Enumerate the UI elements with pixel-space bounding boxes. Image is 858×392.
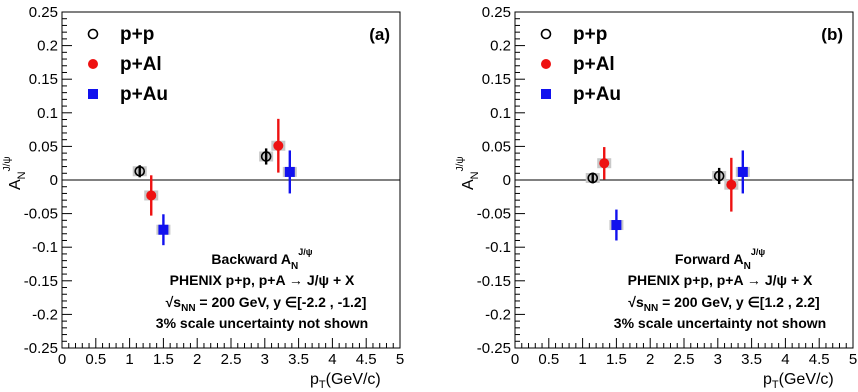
x-tick-label: 1.5 — [153, 351, 174, 368]
data-point-pau — [158, 224, 169, 235]
x-tick-label: 2.5 — [674, 351, 695, 368]
y-tick-label: -0.15 — [477, 273, 511, 290]
legend-label: p+Au — [120, 84, 168, 105]
x-tick-label: 4.5 — [356, 351, 377, 368]
y-tick-label: 0.05 — [29, 138, 58, 155]
x-tick-label: 3.5 — [288, 351, 309, 368]
x-tick-label: 3 — [261, 351, 269, 368]
x-tick-label: 4 — [328, 351, 336, 368]
x-tick-label: 1 — [125, 351, 133, 368]
x-tick-label: 0 — [511, 351, 519, 368]
x-tick-label: 1.5 — [606, 351, 627, 368]
annotation-note: 3% scale uncertainty not shown — [614, 315, 826, 331]
annotation-energy: √sNN = 200 GeV, y ∈[1.2 , 2.2] — [628, 294, 819, 314]
data-point-pal — [273, 140, 284, 151]
y-tick-label: -0.2 — [485, 306, 511, 323]
y-tick-label: 0.2 — [37, 38, 58, 55]
y-tick-label: 0.1 — [490, 105, 511, 122]
data-point-pp — [587, 172, 599, 184]
legend-marker-pp — [87, 28, 99, 40]
y-tick-label: 0.2 — [490, 38, 511, 55]
x-axis-title: pT(GeV/c) — [763, 371, 834, 391]
annotation-title: Backward ANJ/ψ — [211, 247, 312, 272]
y-tick-label: 0.25 — [29, 4, 58, 21]
y-tick-label: -0.05 — [477, 206, 511, 223]
y-tick-label: 0.1 — [37, 105, 58, 122]
y-tick-label: 0 — [503, 172, 511, 189]
data-point-pp — [134, 165, 146, 177]
annotation-energy: √sNN = 200 GeV, y ∈[-2.2 , -1.2] — [166, 294, 367, 314]
x-tick-label: 0.5 — [85, 351, 106, 368]
y-axis-title-text: ANJ/ψ — [2, 156, 28, 190]
panel-label: (a) — [369, 25, 390, 44]
y-axis-title-text: ANJ/ψ — [455, 156, 481, 190]
legend-marker-pau — [541, 89, 551, 99]
x-tick-label: 0 — [58, 351, 66, 368]
x-tick-label: 5 — [849, 351, 857, 368]
legend-label: p+Au — [573, 84, 621, 105]
data-point-pp — [713, 170, 725, 182]
legend-label: p+Al — [573, 54, 615, 75]
y-axis-title: ANJ/ψ — [2, 156, 28, 190]
chart-panel-a: 0 0.5 1 1.5 2 2.5 3 3.5 4 4.5 5 0.25 0.2 0.15 0.1 0.05 0… — [2, 4, 404, 391]
y-tick-label: -0.2 — [32, 306, 58, 323]
y-tick-label: 0.15 — [29, 71, 58, 88]
chart-panel-b: 0 0.5 1 1.5 2 2.5 3 3.5 4 4.5 5 0.25 0.2 0.15 0.1 0.05 0… — [455, 4, 857, 391]
legend-marker-pal — [88, 59, 98, 69]
data-point-pal — [726, 179, 737, 190]
data-point-pp — [260, 151, 272, 162]
y-tick-label: -0.1 — [32, 239, 58, 256]
data-point-pau — [611, 220, 622, 231]
data-point-pal — [146, 190, 157, 201]
data-point-pau — [737, 166, 748, 177]
x-tick-label: 2 — [193, 351, 201, 368]
x-tick-label: 4 — [781, 351, 789, 368]
x-tick-label: 2 — [646, 351, 654, 368]
annotation-note: 3% scale uncertainty not shown — [156, 315, 368, 331]
y-tick-label: 0 — [50, 172, 58, 189]
legend-label: p+p — [120, 24, 154, 45]
x-tick-label: 1 — [578, 351, 586, 368]
y-tick-label: -0.25 — [24, 340, 58, 357]
legend-marker-pp — [540, 28, 552, 40]
x-tick-label: 4.5 — [809, 351, 830, 368]
y-tick-label: -0.15 — [24, 273, 58, 290]
x-tick-label: 0.5 — [538, 351, 559, 368]
x-tick-label: 5 — [396, 351, 404, 368]
y-axis-title: ANJ/ψ — [455, 156, 481, 190]
annotation-process: PHENIX p+p, p+A → J/ψ + X — [170, 272, 355, 288]
annotation-process: PHENIX p+p, p+A → J/ψ + X — [628, 272, 813, 288]
y-tick-label: 0.15 — [482, 71, 511, 88]
x-tick-label: 3.5 — [741, 351, 762, 368]
panel-label: (b) — [821, 25, 843, 44]
y-tick-label: -0.05 — [24, 206, 58, 223]
x-axis-title: pT(GeV/c) — [310, 371, 381, 391]
y-tick-label: 0.25 — [482, 4, 511, 21]
legend-marker-pau — [88, 89, 98, 99]
legend-label: p+p — [573, 24, 607, 45]
x-tick-label: 2.5 — [221, 351, 242, 368]
data-point-pal — [599, 158, 610, 169]
y-tick-label: 0.05 — [482, 138, 511, 155]
x-tick-label: 3 — [714, 351, 722, 368]
y-tick-label: -0.1 — [485, 239, 511, 256]
data-point-pau — [284, 166, 295, 177]
y-tick-label: -0.25 — [477, 340, 511, 357]
legend-marker-pal — [541, 59, 551, 69]
annotation-title: Forward ANJ/ψ — [675, 247, 765, 272]
legend-label: p+Al — [120, 54, 162, 75]
